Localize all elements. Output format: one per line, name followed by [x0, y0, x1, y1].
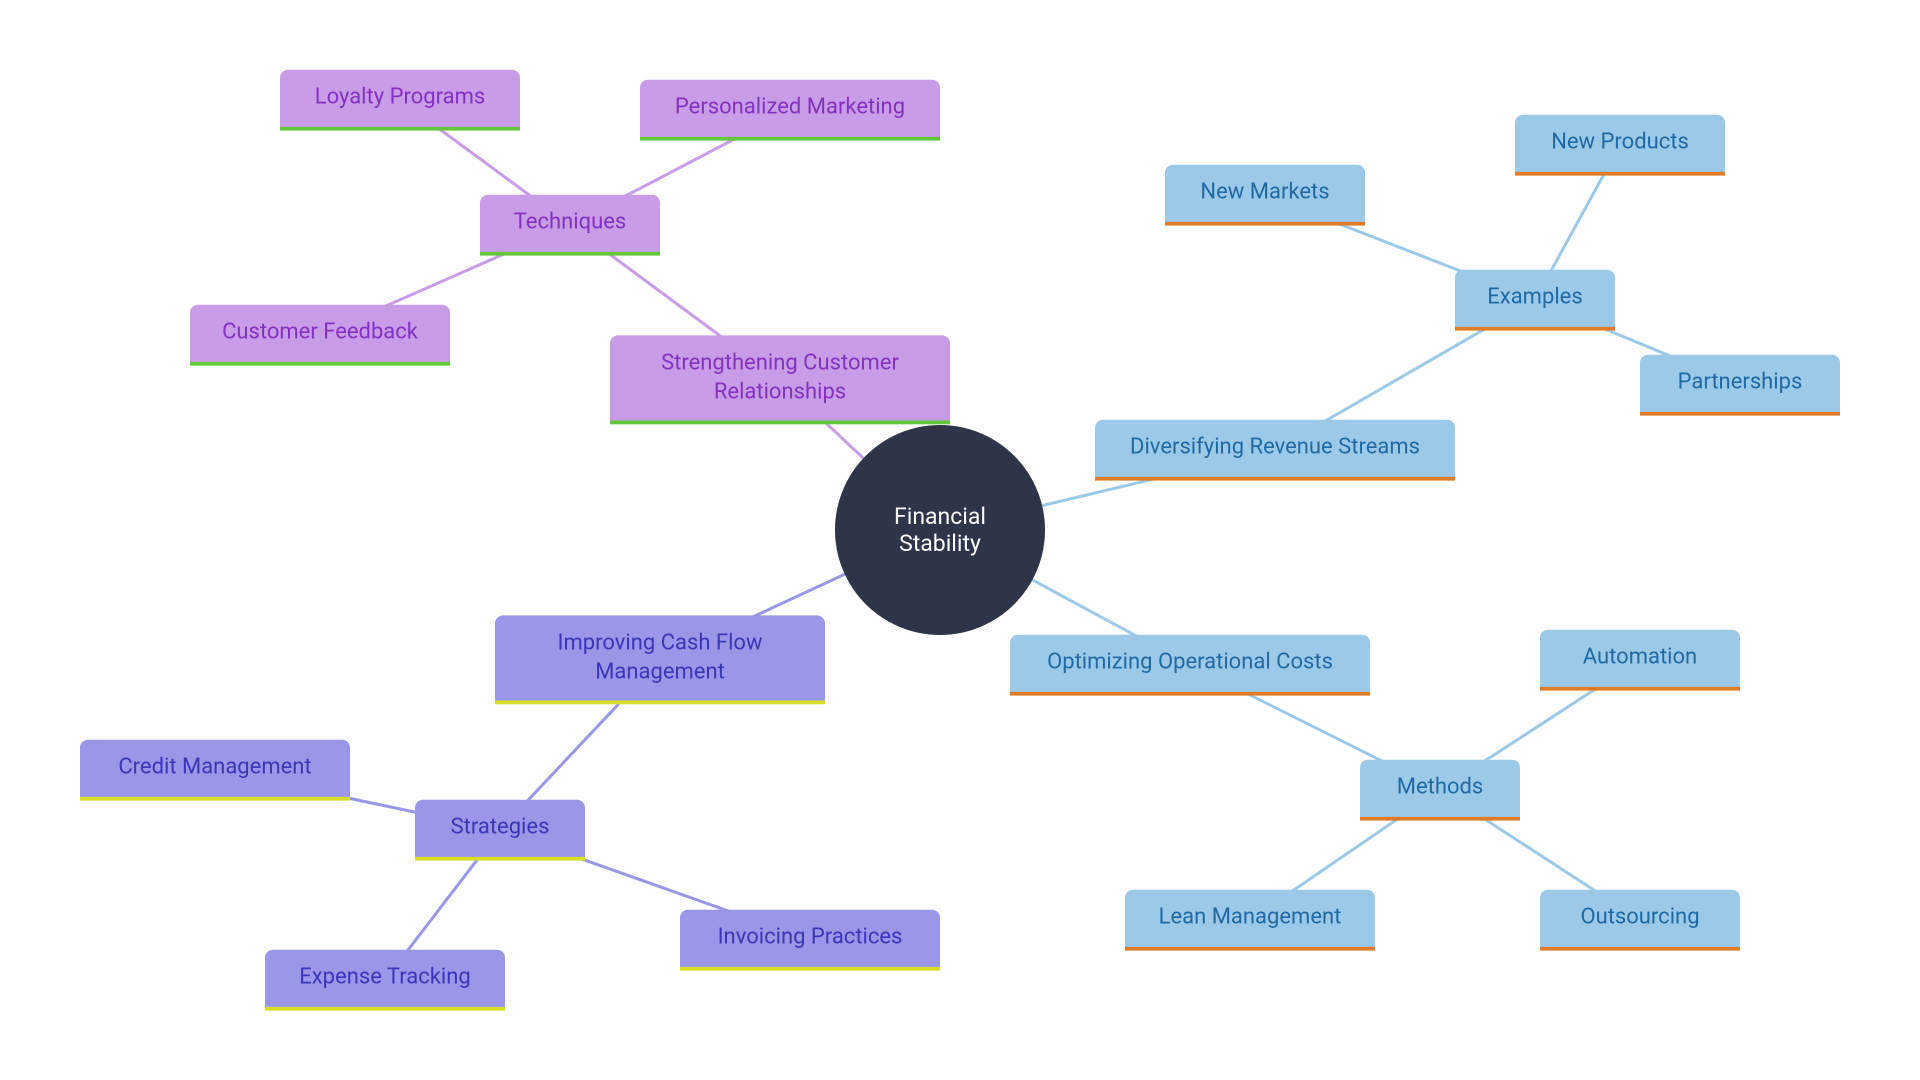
node-tech: Techniques: [480, 195, 660, 256]
node-pm: Personalized Marketing: [640, 80, 940, 141]
node-drs: Diversifying Revenue Streams: [1095, 420, 1455, 481]
node-nm: New Markets: [1165, 165, 1365, 226]
node-cf: Customer Feedback: [190, 305, 450, 366]
node-icfm: Improving Cash Flow Management: [495, 615, 825, 704]
mindmap-canvas: Financial StabilityStrengthening Custome…: [0, 0, 1920, 1080]
node-scr: Strengthening Customer Relationships: [610, 335, 950, 424]
node-np: New Products: [1515, 115, 1725, 176]
center-node: Financial Stability: [835, 425, 1045, 635]
node-lean: Lean Management: [1125, 890, 1375, 951]
node-part: Partnerships: [1640, 355, 1840, 416]
node-auto: Automation: [1540, 630, 1740, 691]
node-credit: Credit Management: [80, 740, 350, 801]
node-inv: Invoicing Practices: [680, 910, 940, 971]
node-exp: Expense Tracking: [265, 950, 505, 1011]
node-out: Outsourcing: [1540, 890, 1740, 951]
node-ooc: Optimizing Operational Costs: [1010, 635, 1370, 696]
node-loy: Loyalty Programs: [280, 70, 520, 131]
node-meth: Methods: [1360, 760, 1520, 821]
node-ex: Examples: [1455, 270, 1615, 331]
node-strat: Strategies: [415, 800, 585, 861]
